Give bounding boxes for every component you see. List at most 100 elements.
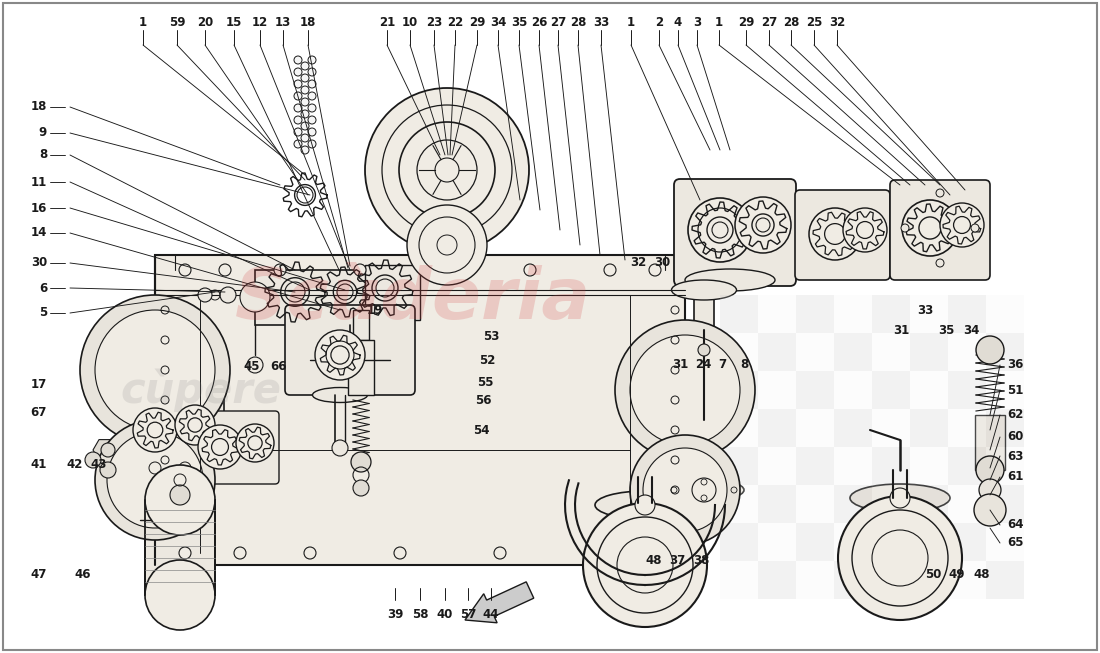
Text: 40: 40 xyxy=(437,609,453,622)
Text: 33: 33 xyxy=(917,304,933,317)
Text: 48: 48 xyxy=(974,569,990,582)
Circle shape xyxy=(148,462,161,474)
Bar xyxy=(872,333,910,371)
Text: 29: 29 xyxy=(469,16,485,29)
Bar xyxy=(872,409,910,447)
Text: 4: 4 xyxy=(674,16,682,29)
Bar xyxy=(720,523,758,561)
Text: 27: 27 xyxy=(550,16,566,29)
Text: 32: 32 xyxy=(630,257,647,270)
Circle shape xyxy=(890,488,910,508)
Circle shape xyxy=(294,116,302,124)
Bar xyxy=(720,295,758,333)
Circle shape xyxy=(936,189,944,197)
Text: 35: 35 xyxy=(510,16,527,29)
Circle shape xyxy=(353,480,369,496)
Circle shape xyxy=(843,208,887,252)
Circle shape xyxy=(976,456,1004,484)
Text: 59: 59 xyxy=(168,16,185,29)
Text: 16: 16 xyxy=(31,202,47,214)
Text: 66: 66 xyxy=(270,360,286,374)
Bar xyxy=(796,523,834,561)
Bar xyxy=(872,371,910,409)
Circle shape xyxy=(294,68,302,76)
FancyBboxPatch shape xyxy=(890,180,990,280)
Bar xyxy=(910,561,948,599)
Text: 11: 11 xyxy=(31,176,47,189)
Text: 24: 24 xyxy=(695,357,712,370)
Bar xyxy=(168,480,192,496)
Text: 52: 52 xyxy=(478,353,495,366)
Text: 39: 39 xyxy=(387,609,404,622)
Circle shape xyxy=(294,128,302,136)
Text: 58: 58 xyxy=(411,609,428,622)
Bar xyxy=(834,523,872,561)
Circle shape xyxy=(179,547,191,559)
Circle shape xyxy=(145,560,214,630)
Text: 29: 29 xyxy=(738,16,755,29)
Circle shape xyxy=(219,264,231,276)
Text: 6: 6 xyxy=(39,281,47,295)
Bar xyxy=(834,333,872,371)
Circle shape xyxy=(294,104,302,112)
Text: 45: 45 xyxy=(243,360,260,374)
FancyArrow shape xyxy=(465,582,534,623)
FancyBboxPatch shape xyxy=(116,391,224,469)
Ellipse shape xyxy=(312,387,367,402)
Bar xyxy=(758,523,796,561)
Bar xyxy=(872,447,910,485)
Bar xyxy=(948,371,986,409)
Circle shape xyxy=(308,92,316,100)
Bar xyxy=(986,561,1024,599)
Bar xyxy=(720,409,758,447)
Text: 65: 65 xyxy=(1006,537,1023,550)
Circle shape xyxy=(274,264,286,276)
Text: 13: 13 xyxy=(275,16,292,29)
Bar xyxy=(872,561,910,599)
Bar xyxy=(872,295,910,333)
Bar xyxy=(796,295,834,333)
Bar xyxy=(834,485,872,523)
Text: 56: 56 xyxy=(475,394,492,407)
Bar xyxy=(720,447,758,485)
Polygon shape xyxy=(255,270,385,325)
Bar xyxy=(834,561,872,599)
Circle shape xyxy=(604,264,616,276)
Circle shape xyxy=(688,198,752,262)
Text: 30: 30 xyxy=(31,257,47,270)
Text: 28: 28 xyxy=(783,16,800,29)
Bar xyxy=(720,485,758,523)
Text: 49: 49 xyxy=(948,569,965,582)
Circle shape xyxy=(936,259,944,267)
Bar xyxy=(986,523,1024,561)
Text: 1: 1 xyxy=(139,16,147,29)
Circle shape xyxy=(444,264,456,276)
Text: 19: 19 xyxy=(367,304,384,317)
Text: 61: 61 xyxy=(1006,471,1023,483)
Circle shape xyxy=(80,295,230,445)
Text: 2: 2 xyxy=(654,16,663,29)
Circle shape xyxy=(301,62,309,70)
Text: 43: 43 xyxy=(91,458,107,471)
Text: 17: 17 xyxy=(31,379,47,392)
Text: 25: 25 xyxy=(806,16,822,29)
Circle shape xyxy=(100,462,116,478)
Text: 10: 10 xyxy=(402,16,418,29)
Circle shape xyxy=(301,122,309,130)
Text: 35: 35 xyxy=(938,323,955,336)
Bar xyxy=(986,447,1024,485)
Bar xyxy=(910,371,948,409)
Text: 60: 60 xyxy=(1006,430,1023,443)
Circle shape xyxy=(584,547,596,559)
Circle shape xyxy=(101,443,116,457)
Bar xyxy=(796,371,834,409)
Bar xyxy=(975,415,1005,470)
Ellipse shape xyxy=(685,269,775,291)
Ellipse shape xyxy=(664,479,744,501)
Bar xyxy=(948,295,986,333)
Circle shape xyxy=(301,146,309,154)
Circle shape xyxy=(301,110,309,118)
Text: 34: 34 xyxy=(490,16,506,29)
Bar xyxy=(834,409,872,447)
Text: 9: 9 xyxy=(39,127,47,140)
